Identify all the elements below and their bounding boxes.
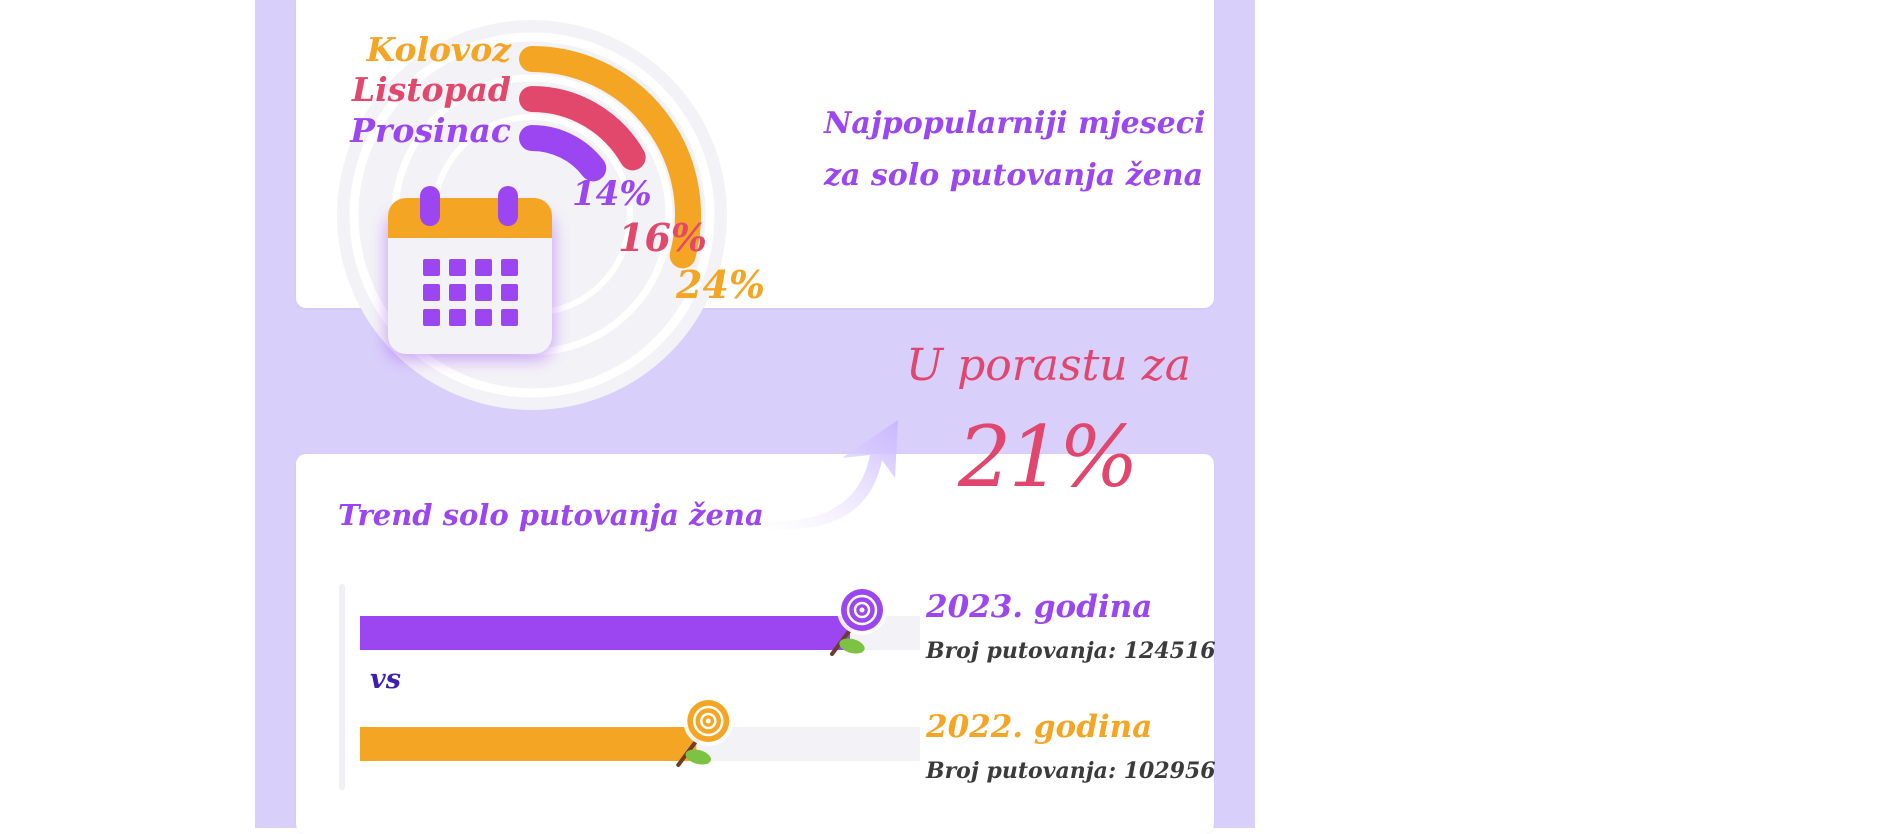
trend-axis [339,584,345,790]
months-title-line1: Najpopularniji mjeseci [824,106,1206,141]
growth-value: 21% [958,408,1139,506]
rose-icon [830,585,887,656]
radial-category-label: Listopad [351,70,511,109]
bar-count-label: Broj putovanja: 102956 [926,758,1216,784]
calendar-icon [386,186,554,360]
infographic-panel [255,0,1255,834]
bar-count-label: Broj putovanja: 124516 [926,638,1216,664]
radial-category-label: Kolovoz [366,30,511,69]
radial-value-label: 16% [618,215,707,260]
trend-title: Trend solo putovanja žena [338,498,764,532]
months-title-line2: za solo putovanja žena [824,158,1204,193]
bar-2022 [360,727,697,761]
radial-bar-kolovoz [519,46,701,269]
bar-year-label: 2022. godina [926,709,1153,745]
rose-icon [676,696,734,767]
radial-value-label: 14% [572,174,652,214]
curved-arrow-icon [740,420,898,530]
radial-bar-prosinac [519,125,607,182]
vs-label: vs [370,664,401,695]
radial-value-label: 24% [676,262,765,307]
bar-2023 [360,616,850,650]
growth-label: U porastu za [906,340,1191,391]
bar-year-label: 2023. godina [926,589,1153,625]
radial-bars [519,46,701,269]
trend-bars [360,585,920,767]
radial-category-label: Prosinac [350,111,511,150]
radial-bar-listopad [519,86,646,171]
